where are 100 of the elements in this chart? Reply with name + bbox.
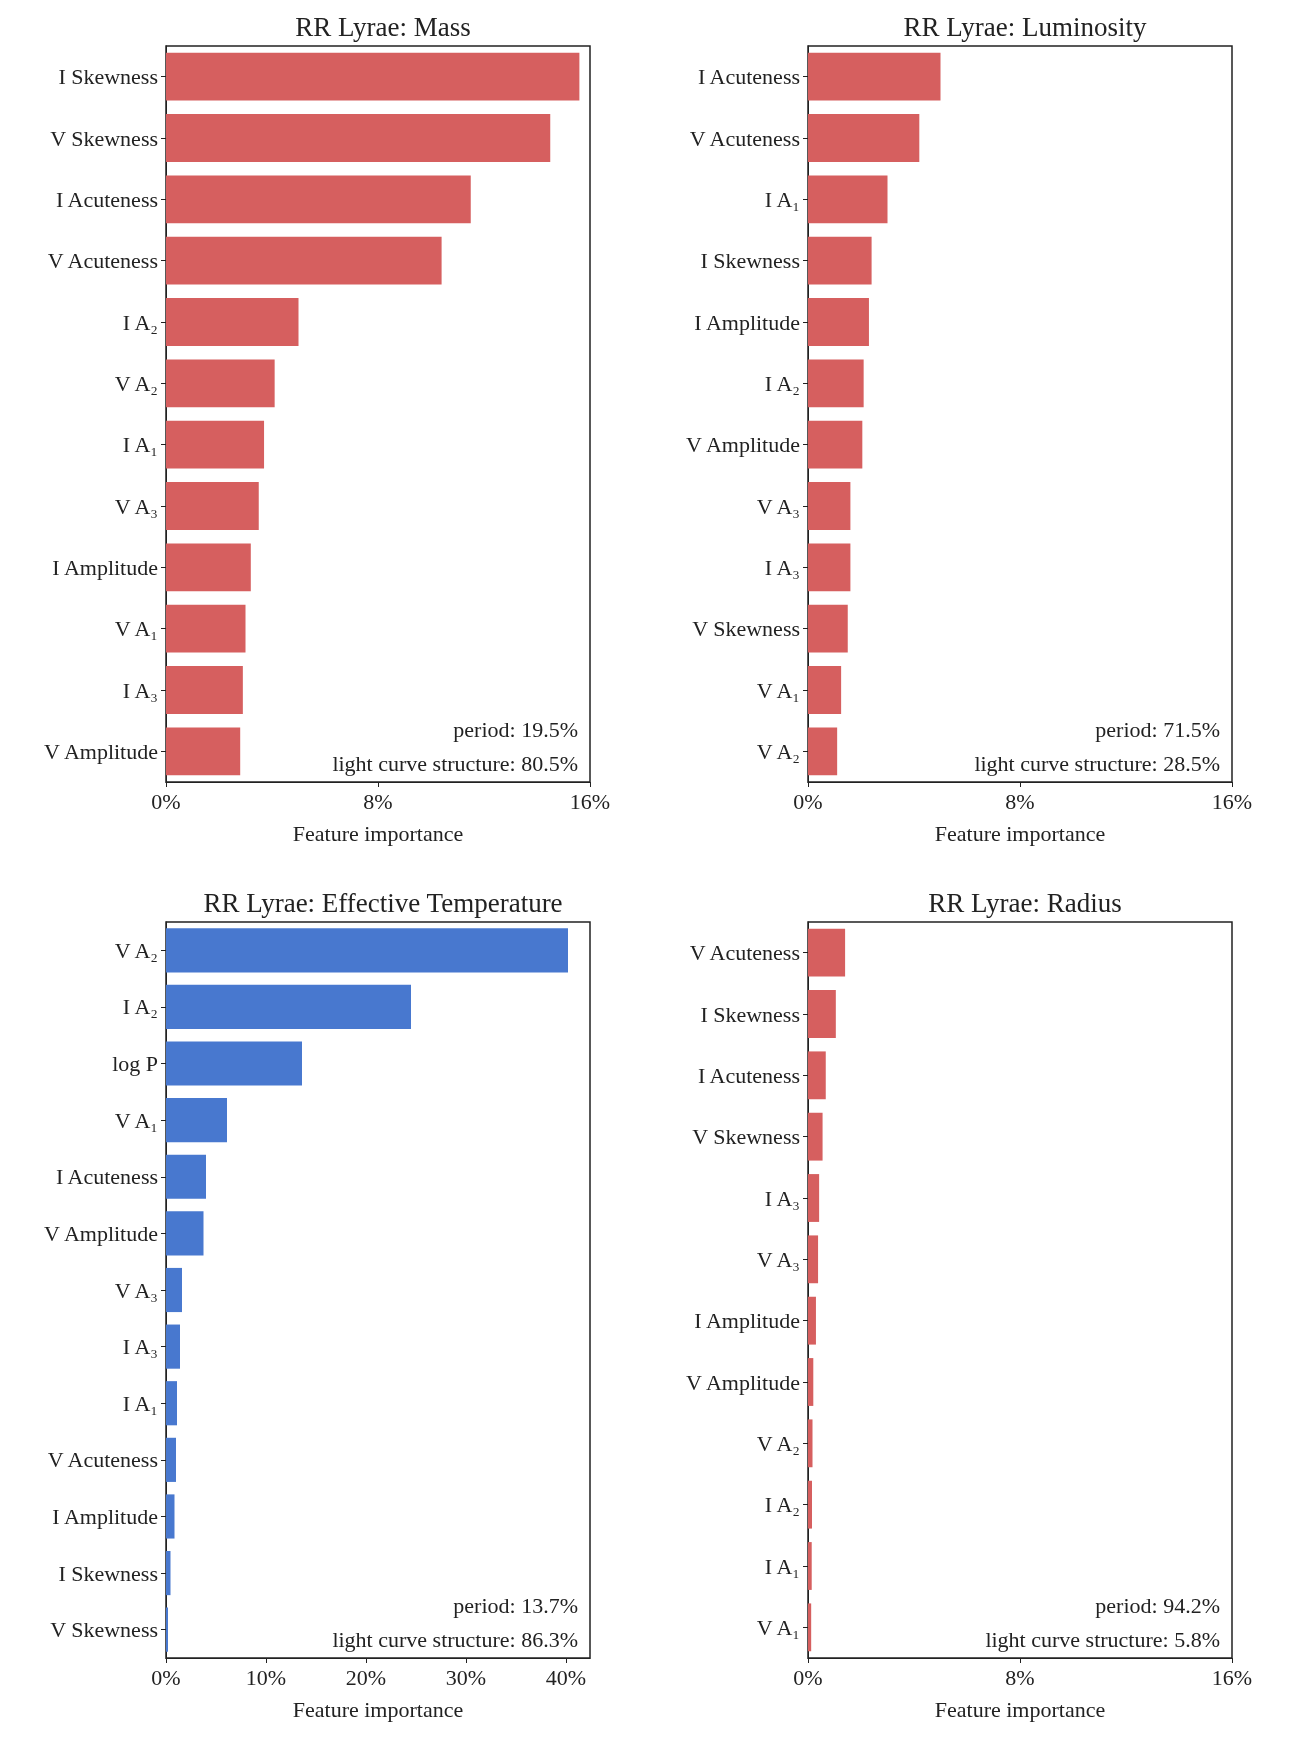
y-tick-label: I A₃ — [122, 1334, 158, 1360]
y-tick-label: I Acuteness — [55, 186, 158, 212]
y-tick-label: I A₃ — [764, 1185, 800, 1211]
bar — [808, 298, 869, 346]
chart-title: RR Lyrae: Radius — [928, 887, 1122, 918]
annotation: period: 19.5% — [453, 716, 578, 742]
bar — [808, 1051, 826, 1100]
y-tick-label: V A₃ — [756, 1246, 800, 1272]
chart-title: RR Lyrae: Effective Temperature — [203, 887, 563, 918]
chart-title: RR Lyrae: Luminosity — [903, 11, 1147, 42]
y-tick-label: V A₁ — [756, 1614, 800, 1640]
bar — [808, 990, 836, 1038]
y-tick-label: V Acuteness — [689, 940, 800, 966]
bar — [808, 1112, 823, 1161]
bar — [166, 175, 471, 224]
x-tick-label: 10% — [245, 1664, 287, 1690]
annotation: period: 94.2% — [1095, 1592, 1220, 1618]
x-tick-label: 8% — [1005, 1664, 1035, 1690]
y-tick-label: I A₃ — [764, 554, 800, 580]
y-tick-label: log P — [112, 1051, 158, 1077]
y-tick-label: I Acuteness — [697, 64, 800, 90]
y-tick-label: V Amplitude — [44, 738, 158, 764]
bar — [808, 604, 848, 653]
bar — [166, 604, 246, 653]
bar — [808, 114, 920, 162]
y-tick-label: V Skewness — [692, 616, 800, 642]
bar — [166, 1211, 204, 1256]
y-tick-label: I Skewness — [58, 1560, 158, 1586]
annotation: light curve structure: 80.5% — [332, 750, 578, 776]
y-tick-label: I A₂ — [122, 994, 158, 1020]
annotation: light curve structure: 28.5% — [974, 750, 1220, 776]
x-tick-label: 8% — [363, 788, 393, 814]
bar — [166, 928, 568, 973]
bar — [166, 420, 265, 469]
x-axis-title: Feature importance — [934, 1696, 1106, 1722]
y-tick-label: V A₂ — [114, 937, 158, 963]
x-tick-label: 40% — [545, 1664, 587, 1690]
bar — [166, 114, 551, 162]
y-tick-label: V A₂ — [756, 738, 800, 764]
bar — [166, 1041, 302, 1086]
annotation: light curve structure: 5.8% — [985, 1626, 1220, 1652]
bar — [808, 1542, 812, 1590]
y-tick-label: I A₁ — [764, 186, 800, 212]
bar — [808, 1235, 819, 1284]
annotation: period: 13.7% — [453, 1592, 578, 1618]
bar — [166, 1098, 227, 1143]
y-tick-label: I Acuteness — [55, 1164, 158, 1190]
bar — [808, 543, 851, 592]
bar — [808, 1174, 820, 1222]
x-tick-label: 16% — [569, 788, 611, 814]
x-tick-label: 8% — [1005, 788, 1035, 814]
x-tick-label: 20% — [345, 1664, 387, 1690]
bar — [166, 298, 299, 346]
bar — [166, 52, 580, 101]
x-tick-label: 0% — [151, 1664, 181, 1690]
x-tick-label: 0% — [793, 788, 823, 814]
bar — [808, 1296, 816, 1345]
bar — [808, 727, 838, 776]
bar — [808, 1358, 814, 1406]
annotation: period: 71.5% — [1095, 716, 1220, 742]
bar — [808, 420, 863, 469]
bar — [166, 727, 241, 776]
bar — [166, 1494, 175, 1539]
y-tick-label: V Skewness — [50, 1617, 158, 1643]
y-tick-label: I Amplitude — [52, 554, 158, 580]
y-tick-label: I A₁ — [122, 1390, 158, 1416]
bar — [166, 1154, 206, 1199]
y-tick-label: V Acuteness — [47, 248, 158, 274]
y-tick-label: V A₂ — [114, 370, 158, 396]
bar — [166, 1324, 180, 1369]
y-tick-label: I Skewness — [58, 64, 158, 90]
x-tick-label: 16% — [1211, 788, 1253, 814]
x-tick-label: 0% — [151, 788, 181, 814]
y-tick-label: V Acuteness — [47, 1447, 158, 1473]
bar — [166, 1437, 176, 1482]
y-tick-label: V A₁ — [756, 677, 800, 703]
x-tick-label: 16% — [1211, 1664, 1253, 1690]
chart-title: RR Lyrae: Mass — [295, 11, 471, 42]
y-tick-label: V A₃ — [114, 1277, 158, 1303]
x-tick-label: 30% — [445, 1664, 487, 1690]
bar — [808, 928, 846, 977]
x-axis-title: Feature importance — [934, 820, 1106, 846]
y-tick-label: I Skewness — [700, 1001, 800, 1027]
bar — [166, 1551, 171, 1596]
y-tick-label: I Skewness — [700, 248, 800, 274]
y-tick-label: V A₂ — [756, 1430, 800, 1456]
y-tick-label: I A₂ — [764, 370, 800, 396]
y-tick-label: V Amplitude — [686, 1369, 800, 1395]
x-axis-title: Feature importance — [292, 1696, 464, 1722]
y-tick-label: I Amplitude — [694, 309, 800, 335]
y-tick-label: I A₃ — [122, 677, 158, 703]
y-tick-label: V A₃ — [114, 493, 158, 519]
x-tick-label: 0% — [793, 1664, 823, 1690]
y-tick-label: V A₃ — [756, 493, 800, 519]
y-tick-label: V Acuteness — [689, 125, 800, 151]
bar — [166, 1267, 182, 1313]
bar — [166, 984, 411, 1029]
y-tick-label: I A₁ — [764, 1553, 800, 1579]
y-tick-label: V Skewness — [50, 125, 158, 151]
bar — [808, 1603, 812, 1652]
